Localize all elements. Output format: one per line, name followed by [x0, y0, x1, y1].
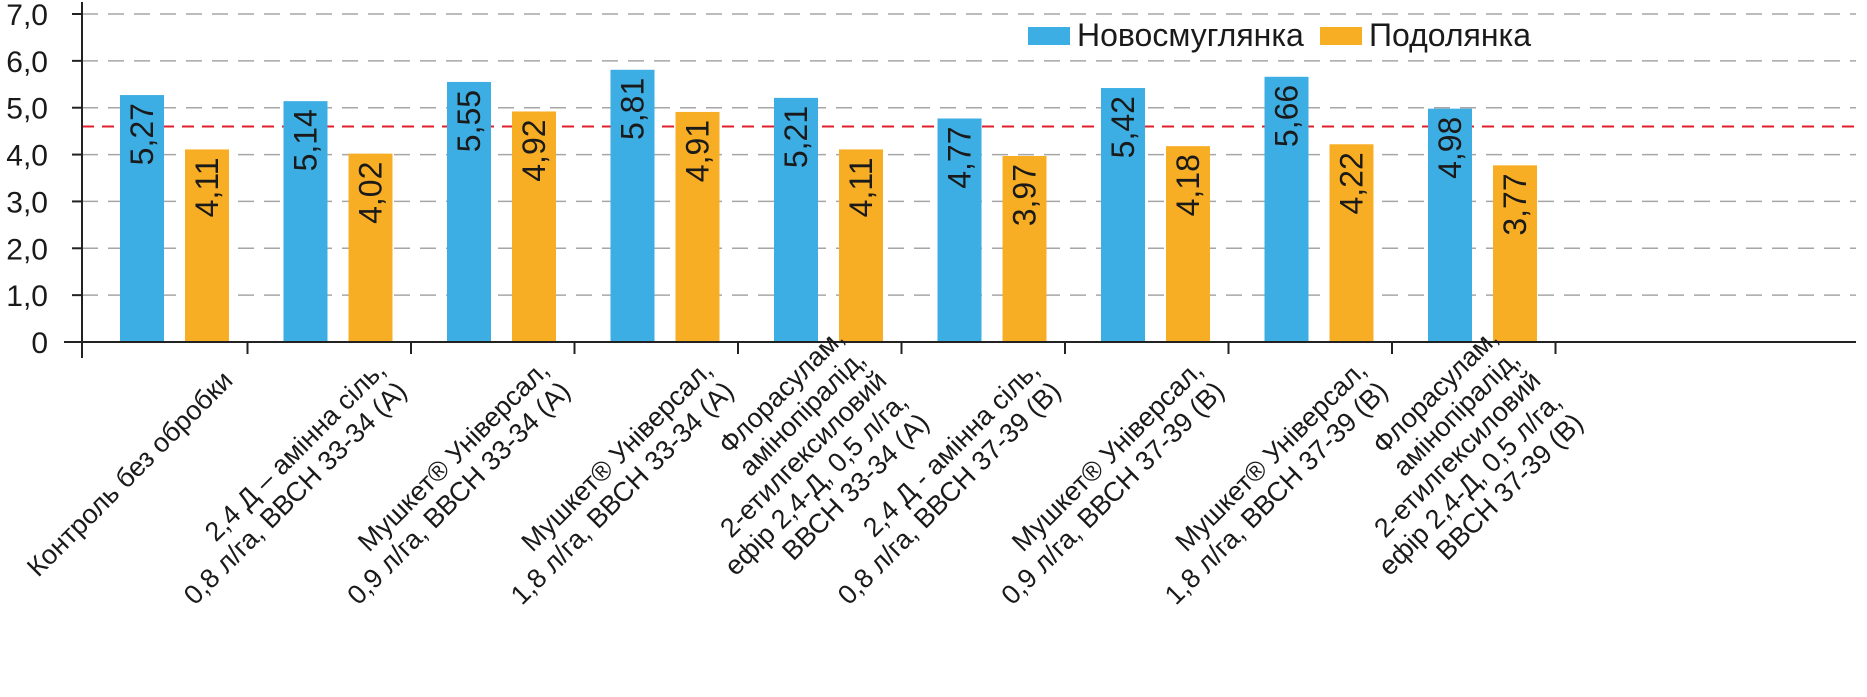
bar-series2	[1002, 155, 1047, 342]
bar-series1	[1264, 76, 1309, 342]
bar-series2	[512, 111, 556, 342]
category-label: Контроль без обробки	[21, 365, 238, 582]
data-label: 5,27	[124, 103, 160, 165]
data-label: 4,11	[843, 157, 879, 217]
data-label: 5,14	[288, 109, 324, 171]
data-label: 5,21	[778, 106, 814, 168]
y-tick-label: 4,0	[6, 140, 48, 173]
y-tick-label: 2,0	[6, 233, 48, 266]
bar-series2	[839, 149, 883, 342]
bar-series2	[675, 111, 720, 342]
bar-series1	[937, 118, 982, 343]
data-label: 4,22	[1334, 152, 1370, 214]
data-label: 4,92	[516, 119, 552, 181]
legend-label: Подолянка	[1369, 17, 1531, 53]
data-label: 5,81	[615, 78, 651, 140]
category-label-line: Контроль без обробки	[21, 365, 238, 582]
data-label: 4,18	[1170, 154, 1206, 216]
data-label: 4,02	[353, 162, 389, 224]
y-tick-label: 1,0	[6, 280, 48, 313]
bar-series1	[447, 81, 491, 342]
y-tick-label: 3,0	[6, 186, 48, 219]
y-tick-label: 7,0	[6, 0, 48, 32]
data-label: 4,77	[942, 126, 978, 188]
data-label: 5,42	[1105, 96, 1141, 158]
bar-series1	[1428, 108, 1472, 342]
bar-series1	[283, 101, 328, 342]
y-tick-label: 5,0	[6, 93, 48, 126]
legend-swatch	[1320, 27, 1362, 45]
y-tick-labels: 0 1,0 2,0 3,0 4,0 5,0 6,0 7,0	[6, 0, 48, 360]
bar-series2	[348, 153, 393, 342]
bar-series1	[774, 97, 818, 342]
data-label: 3,97	[1007, 164, 1043, 226]
bar-series1	[1101, 88, 1145, 342]
bar-series2	[185, 149, 229, 342]
legend: Новосмуглянка Подолянка	[1028, 17, 1531, 53]
bar-series1	[610, 69, 655, 342]
data-label: 4,98	[1432, 117, 1468, 179]
bar-series2	[1329, 144, 1374, 342]
bar-series2	[1166, 146, 1210, 342]
data-label: 5,66	[1269, 85, 1305, 147]
y-tick-label: 6,0	[6, 46, 48, 79]
axes	[64, 2, 1856, 358]
bar-series1	[120, 95, 164, 342]
bar-series2	[1493, 165, 1537, 342]
bars: 5,27 5,14 5,55 5,81 5,21 4,77 5,42 5,66 4,98 4,11…	[120, 69, 1537, 343]
data-label: 4,91	[680, 120, 716, 182]
data-label: 3,77	[1497, 173, 1533, 235]
y-tick-label: 0	[31, 327, 48, 360]
data-label: 4,11	[189, 157, 225, 217]
data-label: 5,55	[451, 90, 487, 152]
legend-label: Новосмуглянка	[1077, 17, 1304, 53]
legend-swatch	[1028, 27, 1070, 45]
